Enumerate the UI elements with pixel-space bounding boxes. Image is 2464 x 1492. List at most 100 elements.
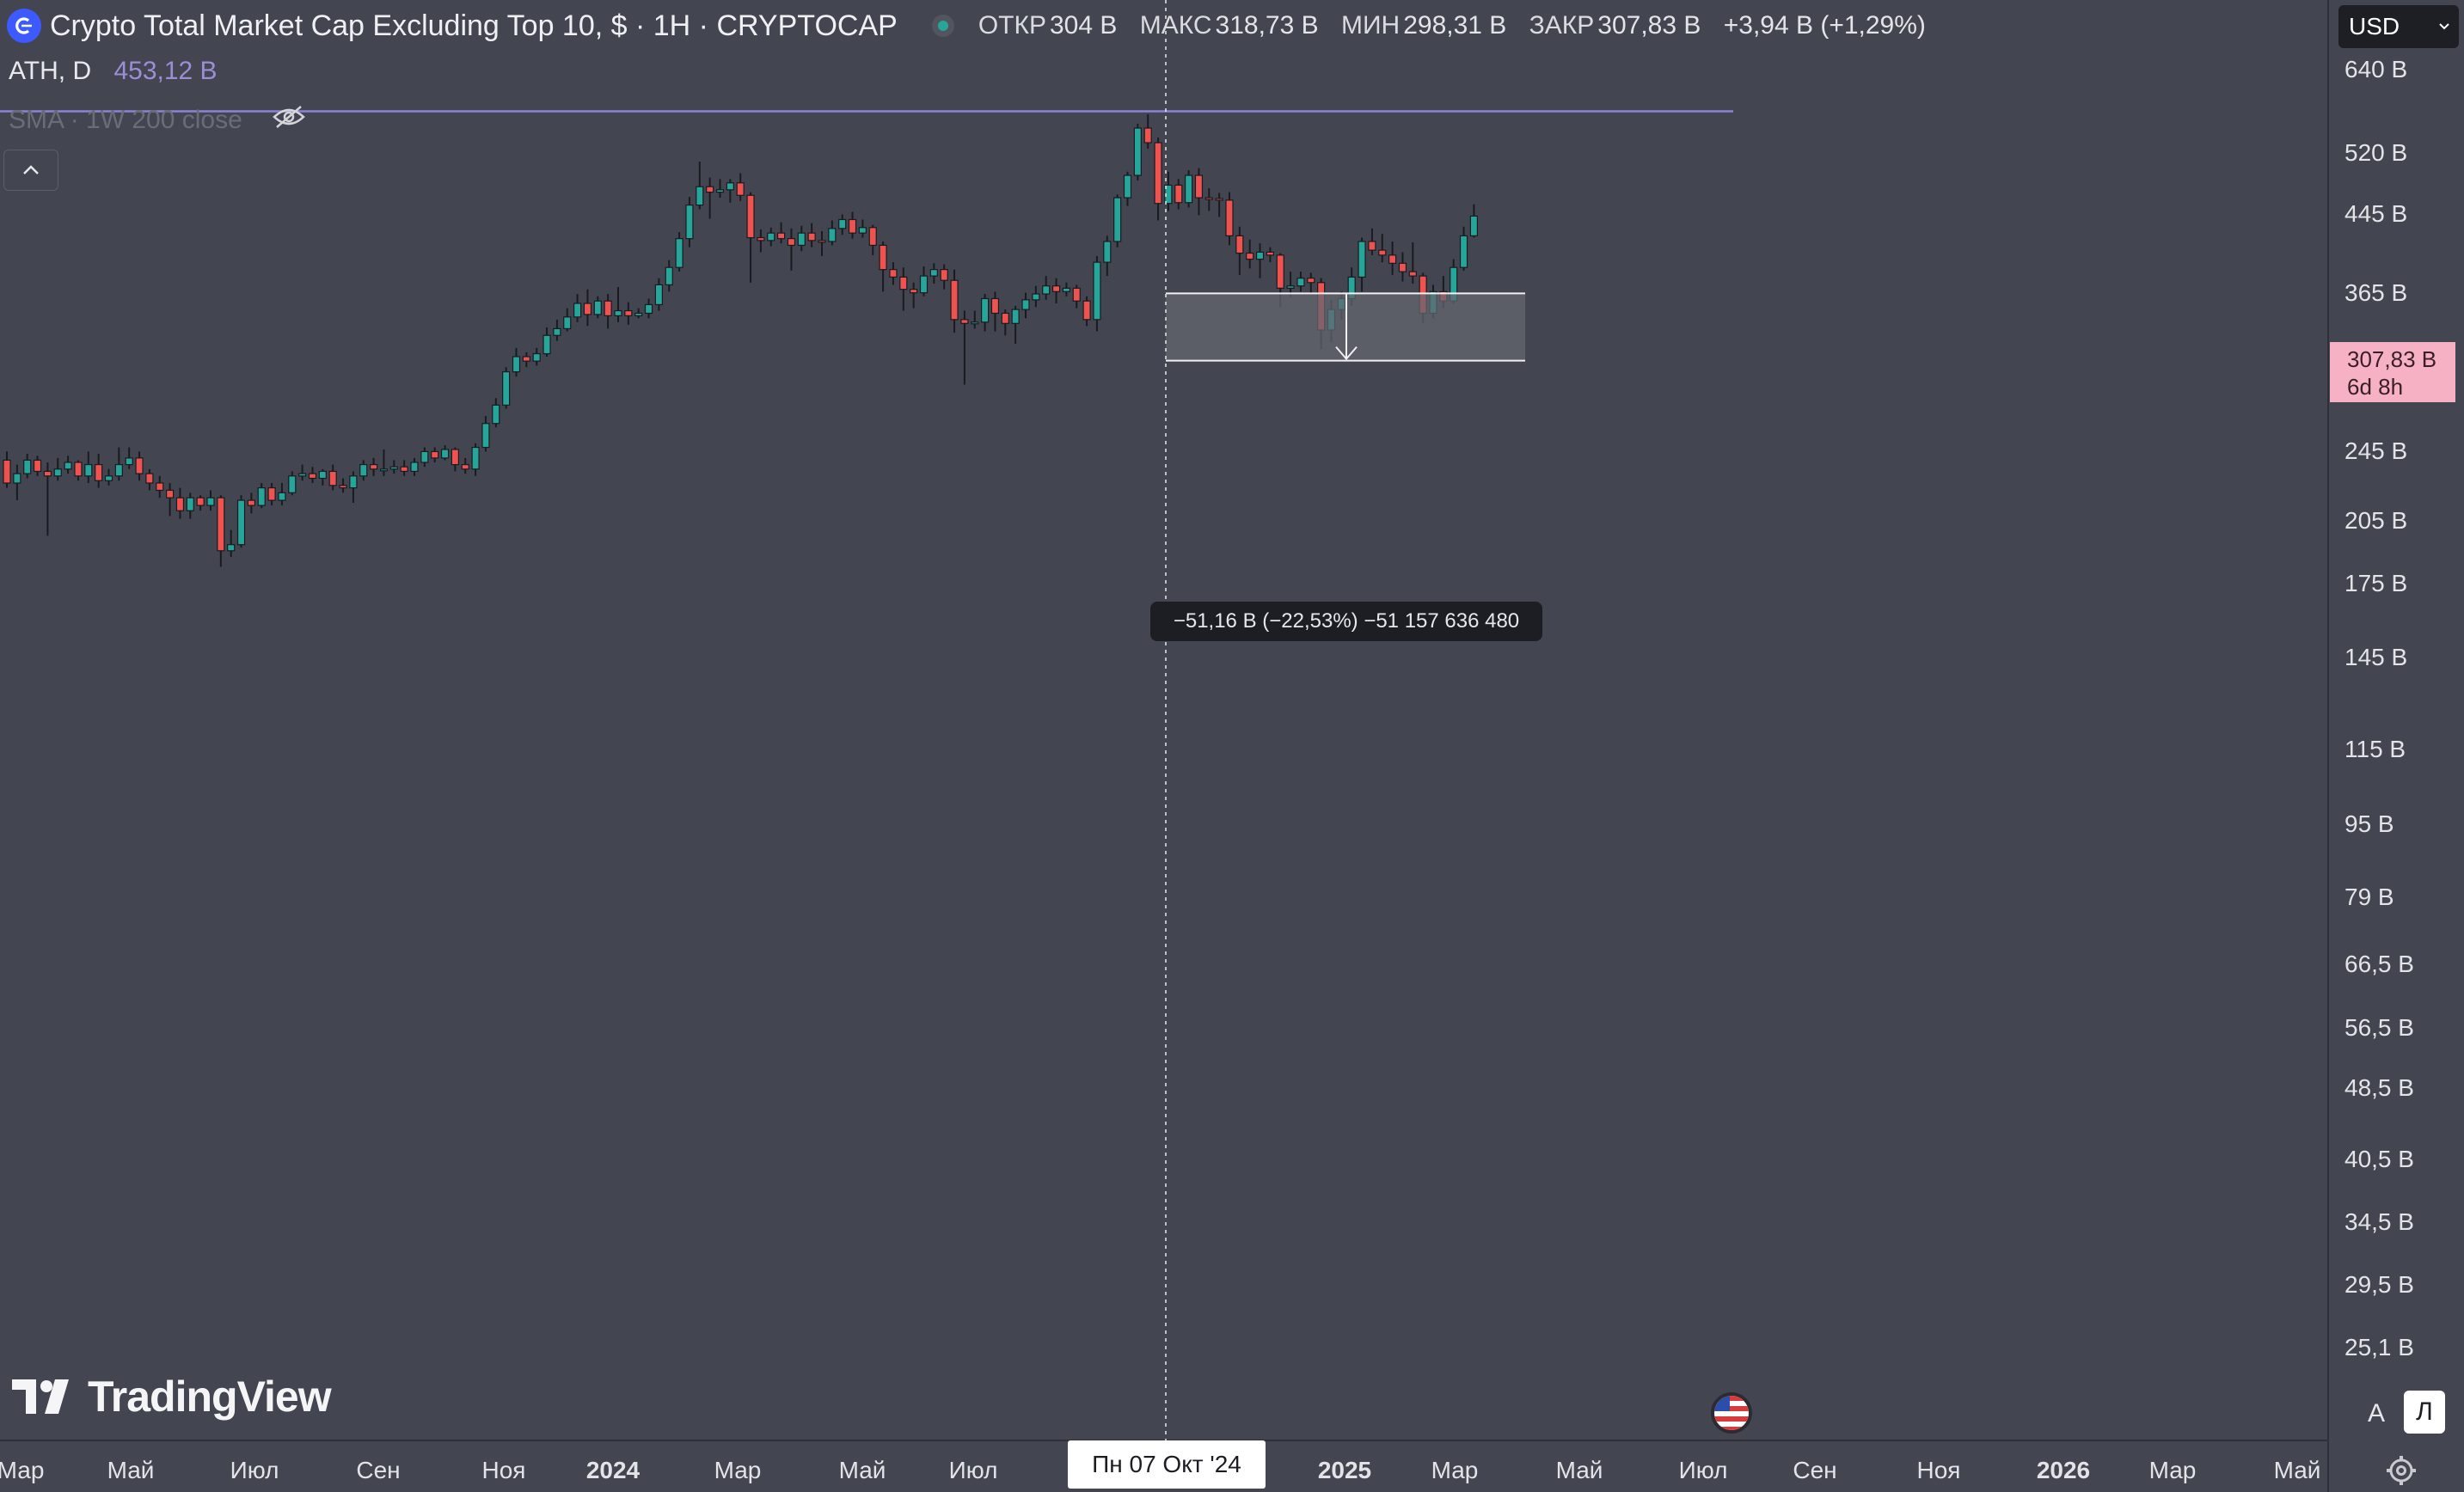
candle-body [1133, 127, 1142, 176]
candle-body [410, 462, 419, 473]
candle [1174, 179, 1183, 210]
candle-body [604, 300, 612, 316]
candle [451, 447, 460, 472]
market-status-icon[interactable] [931, 15, 954, 37]
collapse-legend-button[interactable] [3, 150, 58, 191]
candle [492, 398, 500, 428]
candle-body [206, 497, 215, 506]
candle [685, 197, 694, 248]
price-tick-label: 34,5 B [2344, 1208, 2414, 1235]
candle [828, 220, 837, 246]
change-value: +3,94 B (+1,29%) [1723, 11, 1926, 40]
measure-tool[interactable] [1166, 292, 1525, 362]
eye-hidden-icon[interactable] [272, 105, 306, 136]
symbol-header[interactable]: Crypto Total Market Cap Excluding Top 10… [7, 7, 1941, 45]
sma-indicator-legend[interactable]: SMA · 1W 200 close [9, 105, 306, 136]
candle [624, 302, 633, 325]
candle [1143, 113, 1152, 149]
close-value: 307,83 B [1597, 11, 1701, 40]
candle-body [13, 473, 21, 484]
candle [1032, 285, 1040, 308]
candle [1235, 226, 1244, 275]
candle [95, 453, 103, 488]
gear-icon[interactable] [2381, 1452, 2421, 1489]
log-scale-button[interactable]: Л [2404, 1391, 2445, 1434]
cryptocap-logo-icon [7, 9, 41, 43]
candle-body [1378, 249, 1387, 256]
candle [706, 177, 714, 219]
candle-body [33, 459, 42, 473]
candle-body [736, 182, 745, 196]
candle-body [910, 289, 918, 294]
auto-scale-button[interactable]: A [2367, 1399, 2385, 1428]
time-axis[interactable]: Мар Май Июл Сен Ноя 2024 Мар Май Июл 2025 Мар Май Ию… [0, 1457, 2320, 1483]
candle-body [715, 189, 725, 193]
tradingview-logo[interactable]: TradingView [12, 1372, 332, 1422]
candle [1082, 296, 1091, 327]
candle-body [919, 275, 929, 294]
candle-body [318, 470, 327, 480]
sma-label: SMA · 1W 200 close [9, 106, 242, 134]
candle-body [1388, 254, 1397, 264]
us-flag-event-icon[interactable] [1711, 1392, 1752, 1434]
candle [1215, 193, 1223, 217]
candle [206, 490, 215, 511]
candle-body [593, 300, 602, 315]
time-tick-label: Мар [0, 1457, 44, 1483]
candle [726, 179, 734, 203]
candle-body [1368, 241, 1376, 251]
candle-body [624, 309, 633, 316]
candle-body [644, 303, 653, 315]
candle-body [757, 236, 765, 242]
candle-body [288, 475, 297, 493]
candle-body [848, 218, 857, 234]
candle-body [379, 468, 389, 472]
time-tick-label: Июл [1679, 1457, 1728, 1483]
time-tick-label: Июл [949, 1457, 998, 1483]
currency-select[interactable]: USD [2338, 5, 2459, 48]
symbol-title[interactable]: Crypto Total Market Cap Excluding Top 10… [50, 9, 898, 42]
candle [767, 227, 775, 247]
candle-body [563, 316, 572, 330]
candle-body [573, 303, 582, 318]
candle-body [267, 487, 276, 501]
candle [3, 451, 11, 488]
candle [1358, 237, 1366, 292]
candle [910, 282, 918, 309]
candle-body [940, 269, 948, 281]
candle-body [675, 238, 683, 268]
open-value: 304 B [1049, 11, 1118, 40]
candle [542, 327, 551, 357]
candle-body [1296, 278, 1305, 287]
candle-body [1143, 127, 1152, 144]
candle-body [471, 446, 480, 470]
ath-indicator-legend[interactable]: ATH, D 453,12 B [9, 57, 218, 86]
candle-body [522, 356, 530, 362]
price-tick-label: 56,5 B [2344, 1014, 2414, 1041]
price-axis[interactable]: 640 B 520 B 445 B 365 B 245 B 205 B 175 B 145 B… [2344, 56, 2414, 1361]
candle [715, 179, 725, 199]
candle-body [1062, 287, 1071, 292]
candle [481, 416, 490, 452]
low-label: МИН [1340, 11, 1401, 40]
candle [532, 347, 541, 366]
currency-value: USD [2349, 13, 2400, 40]
candle [1398, 252, 1407, 282]
time-tick-label: Сен [356, 1457, 400, 1483]
candle-body [696, 186, 704, 206]
candle-body [339, 485, 347, 489]
crosshair-date-label: Пн 07 Окт '24 [1068, 1440, 1266, 1489]
candle-body [542, 334, 551, 355]
candle [1113, 194, 1122, 248]
candle-body [889, 269, 898, 278]
candle-body [114, 463, 123, 477]
candle [104, 468, 113, 486]
candle [1469, 204, 1479, 238]
candle-body [1286, 285, 1295, 289]
candle [604, 294, 612, 329]
candle [1255, 243, 1265, 278]
candle-body [1255, 251, 1265, 260]
candle-body [1082, 300, 1091, 321]
candle [84, 451, 93, 484]
